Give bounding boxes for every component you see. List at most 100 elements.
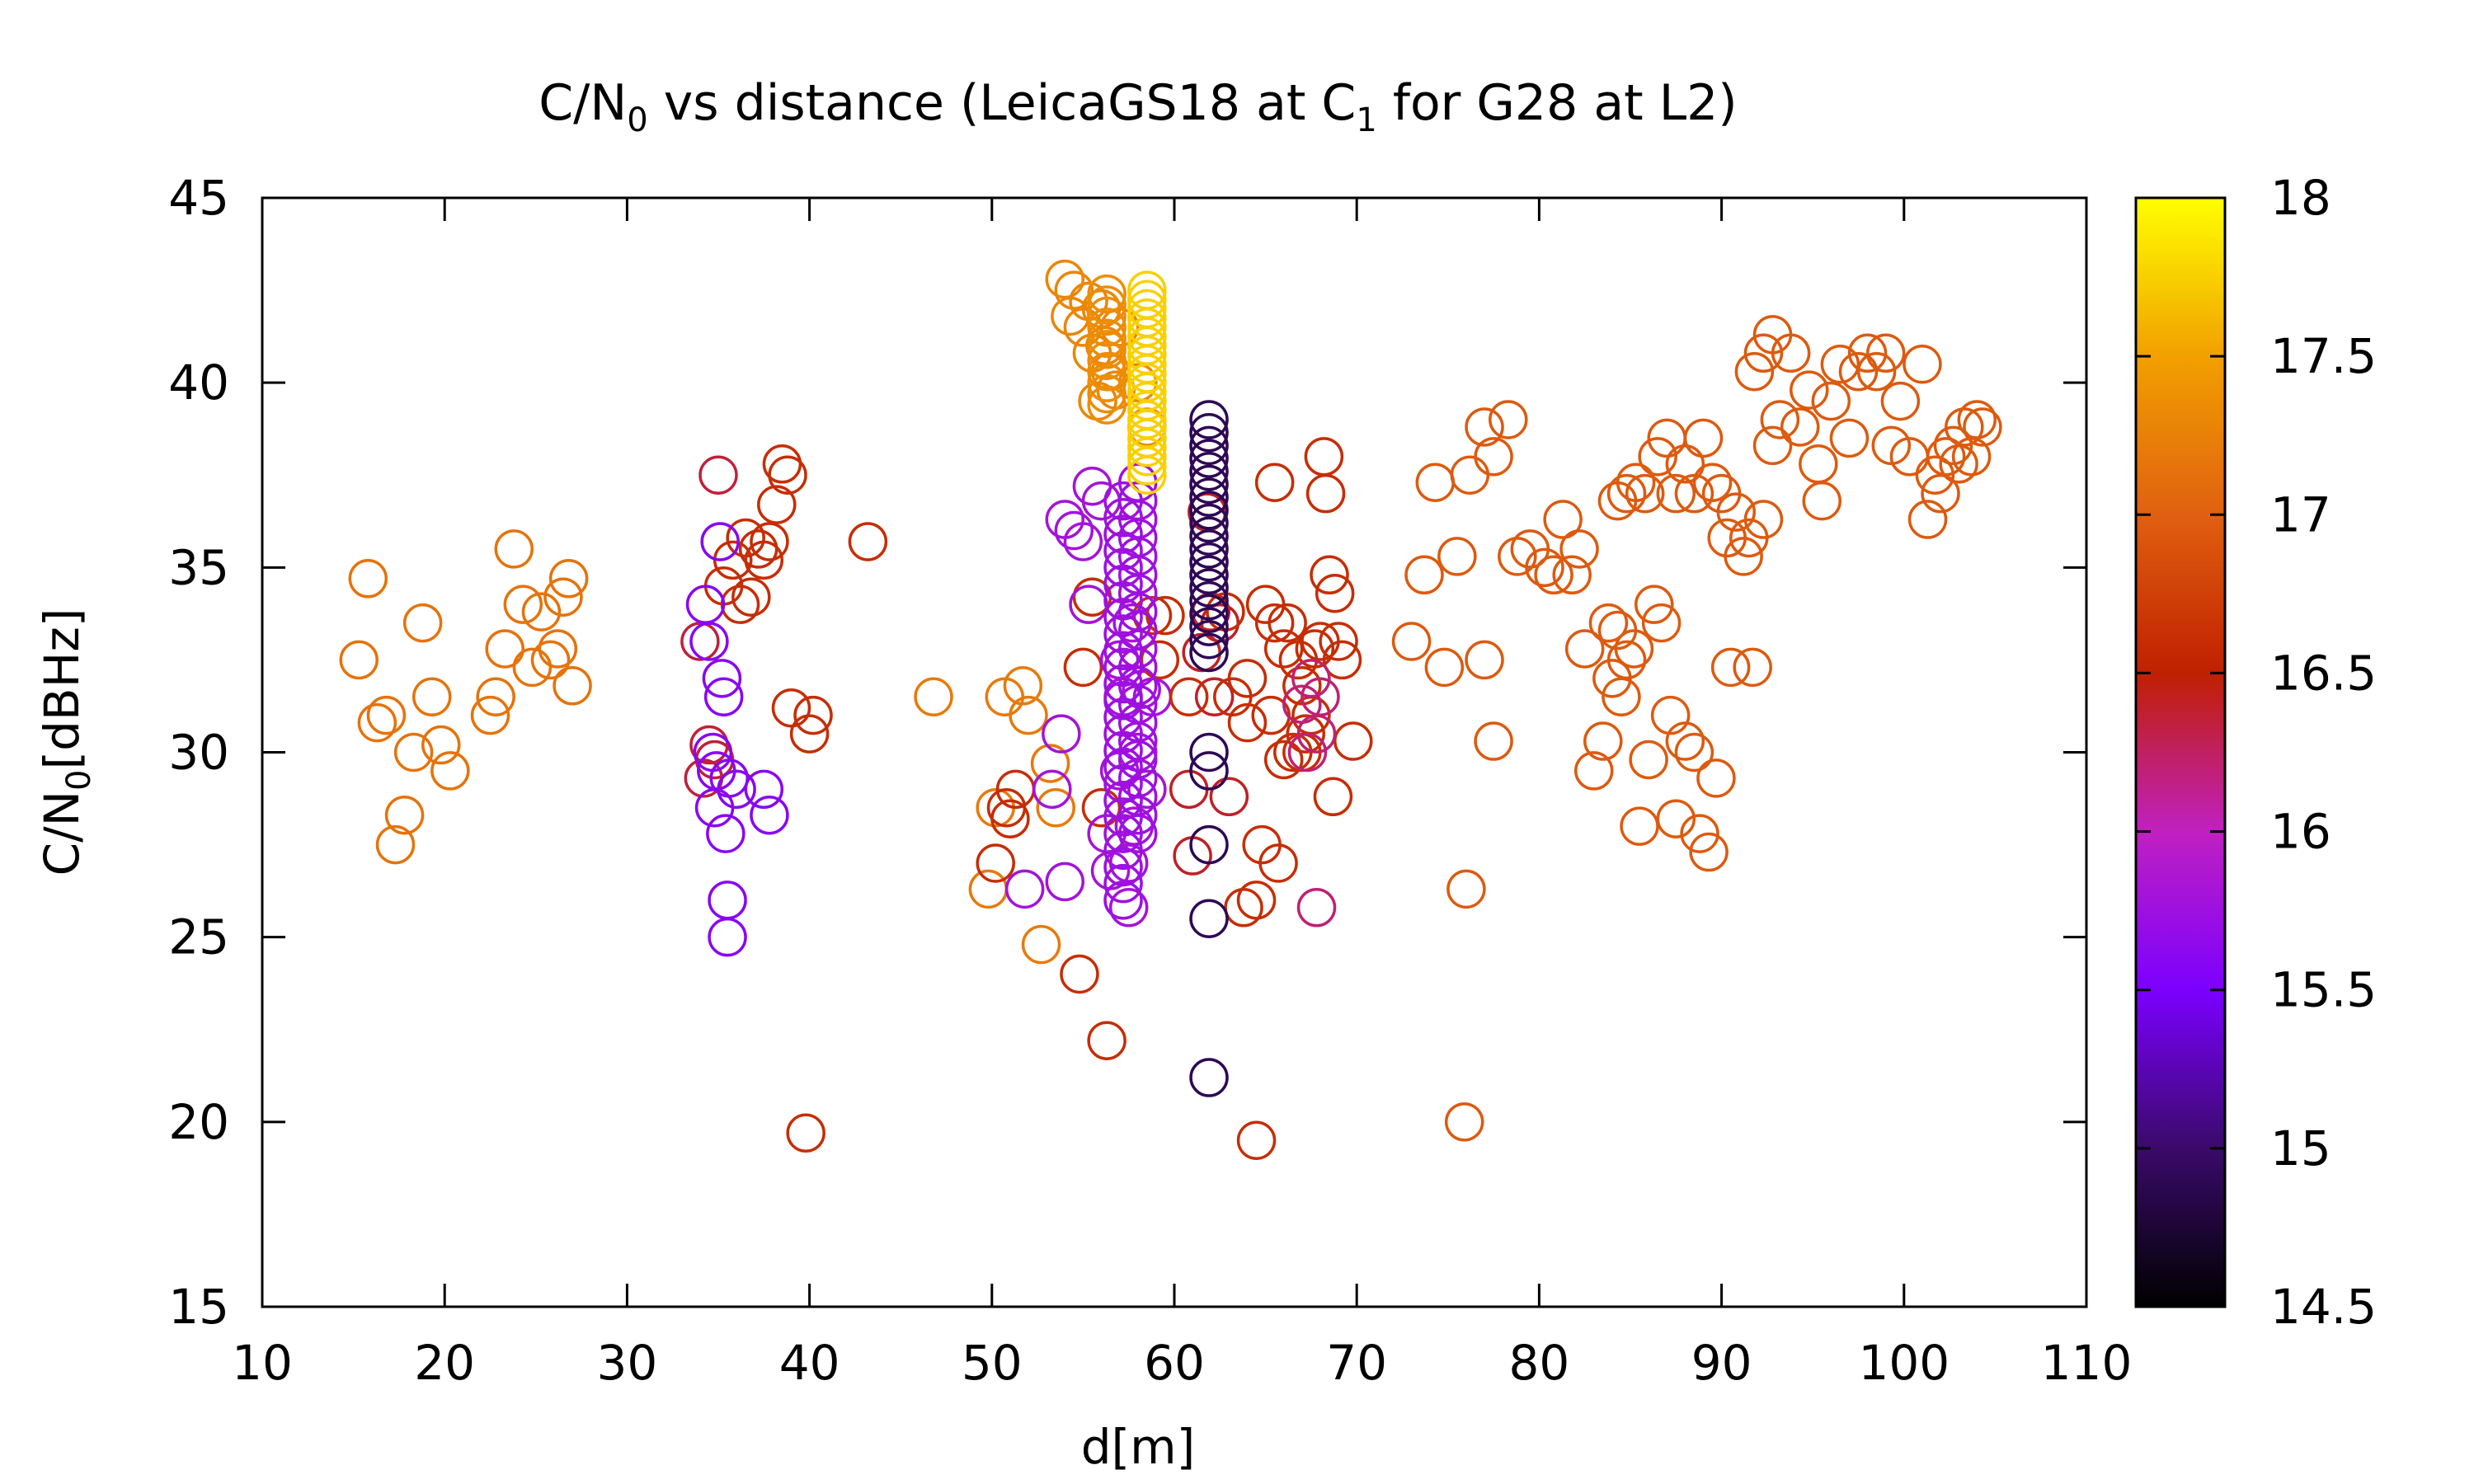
data-point xyxy=(1189,824,1229,865)
data-point xyxy=(548,559,589,599)
data-point xyxy=(1189,452,1229,491)
data-point xyxy=(1313,777,1353,817)
colorbar-tick-label: 17.5 xyxy=(2270,328,2377,384)
data-point xyxy=(1103,514,1143,554)
data-point xyxy=(1189,439,1229,478)
data-point xyxy=(990,799,1030,838)
data-point xyxy=(1634,585,1674,624)
data-point xyxy=(1032,769,1072,810)
data-point xyxy=(1907,500,1948,539)
data-point xyxy=(1656,473,1696,514)
data-point xyxy=(1063,522,1103,561)
colorbar-tick-label: 16 xyxy=(2270,804,2331,860)
data-point xyxy=(1865,333,1906,373)
data-point xyxy=(1734,351,1775,392)
data-point xyxy=(393,732,434,773)
data-point xyxy=(1042,714,1081,754)
data-point xyxy=(1189,516,1229,556)
data-point xyxy=(1087,340,1126,381)
data-point xyxy=(744,769,784,810)
data-point xyxy=(1004,869,1045,909)
data-point xyxy=(1674,732,1714,773)
y-tick-label: 25 xyxy=(168,909,229,965)
data-point xyxy=(1103,781,1143,820)
data-point xyxy=(1189,594,1229,634)
data-point xyxy=(402,603,443,643)
data-point xyxy=(339,640,379,680)
data-point xyxy=(1227,702,1268,743)
data-point xyxy=(1310,555,1349,595)
data-point xyxy=(1847,333,1888,373)
data-point xyxy=(430,751,470,791)
data-point xyxy=(1588,603,1629,643)
data-point xyxy=(1903,345,1942,384)
data-point xyxy=(1543,500,1583,539)
data-point xyxy=(421,725,461,765)
data-point xyxy=(709,758,750,798)
data-point xyxy=(1465,640,1504,680)
data-point xyxy=(1963,407,2002,447)
data-point xyxy=(503,585,543,624)
data-point xyxy=(1189,491,1229,530)
data-point xyxy=(1227,659,1268,698)
data-point xyxy=(1127,455,1167,495)
data-point xyxy=(689,622,729,661)
data-point xyxy=(1692,463,1733,502)
data-point xyxy=(357,702,397,743)
data-point xyxy=(1552,555,1592,595)
data-point xyxy=(757,485,797,524)
data-point xyxy=(1437,537,1477,576)
y-tick-label: 15 xyxy=(168,1279,229,1335)
data-point xyxy=(1771,333,1811,373)
data-point xyxy=(793,695,833,735)
data-point xyxy=(1054,270,1094,310)
x-tick-label: 20 xyxy=(414,1335,475,1391)
y-tick-label: 20 xyxy=(168,1094,229,1150)
data-point xyxy=(1489,400,1528,439)
data-point xyxy=(1099,308,1140,347)
x-tick-label: 110 xyxy=(2041,1335,2133,1391)
data-point xyxy=(1716,492,1757,532)
data-point xyxy=(1054,510,1094,551)
x-tick-label: 100 xyxy=(1858,1335,1950,1391)
data-point xyxy=(1189,732,1229,773)
data-point xyxy=(1103,847,1143,887)
data-point xyxy=(1087,274,1126,314)
data-point xyxy=(1189,555,1229,595)
data-point xyxy=(1465,407,1504,447)
x-axis-label: d[m] xyxy=(1081,1419,1196,1475)
data-point xyxy=(703,677,744,716)
data-point xyxy=(744,540,784,580)
data-point xyxy=(1263,740,1304,780)
x-tick-label: 30 xyxy=(596,1335,657,1391)
y-tick-label: 40 xyxy=(168,355,229,411)
data-point xyxy=(1641,603,1681,643)
data-point xyxy=(1108,888,1149,928)
data-point xyxy=(1616,463,1656,502)
data-point xyxy=(1189,464,1229,505)
data-point xyxy=(976,843,1015,883)
data-point xyxy=(731,577,771,617)
data-point xyxy=(1087,363,1126,402)
data-point xyxy=(1724,537,1763,576)
data-point xyxy=(1030,744,1070,783)
data-point xyxy=(1127,769,1167,810)
data-point xyxy=(1045,500,1085,539)
data-point xyxy=(1118,795,1158,835)
x-tick-label: 10 xyxy=(232,1335,293,1391)
data-point xyxy=(1799,444,1838,484)
x-axis: 10 20 30 40 50 60 70 80 90 100 110 xyxy=(232,198,2132,1391)
data-point xyxy=(1287,732,1328,773)
data-point xyxy=(968,869,1009,909)
data-point xyxy=(1189,425,1229,466)
data-point xyxy=(1209,777,1249,817)
data-point xyxy=(717,769,756,810)
data-point xyxy=(750,795,789,835)
data-point xyxy=(1319,622,1358,661)
data-point xyxy=(1087,285,1126,325)
data-point xyxy=(1060,954,1099,994)
data-point xyxy=(1254,463,1295,502)
data-point xyxy=(1446,869,1486,909)
y-tick-label: 30 xyxy=(168,725,229,781)
data-point xyxy=(1957,400,1997,439)
